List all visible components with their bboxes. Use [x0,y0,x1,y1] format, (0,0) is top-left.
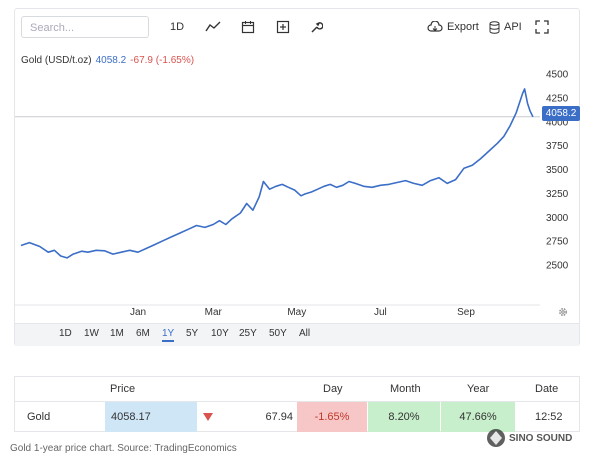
search-input[interactable] [28,18,142,38]
y-tick-label: 3000 [546,213,569,224]
range-button-6m[interactable]: 6M [136,328,150,339]
range-button-1w[interactable]: 1W [84,328,99,339]
row-name: Gold [27,411,51,423]
y-tick-label: 3750 [546,141,569,152]
row-month-pct: 8.20% [368,402,440,432]
chart-toolbar: 1D Export API [15,9,579,45]
api-button[interactable]: API [489,18,522,36]
symbol-label: Gold (USD/t.oz) [21,55,92,66]
y-tick-label: 2500 [546,261,569,272]
row-year-pct: 47.66% [441,402,515,432]
y-tick-label: 3500 [546,165,569,176]
quote-line: Gold (USD/t.oz) 4058.2 -67.9 (-1.65%) [21,55,194,66]
quote-table-header: Price Day Month Year Date [15,377,579,402]
down-arrow-icon [203,402,213,432]
y-tick-label: 3250 [546,189,569,200]
export-button[interactable]: Export [427,18,479,36]
y-tick-label: 4500 [546,70,569,81]
y-tick-label: 4000 [546,117,569,128]
export-label: Export [447,21,479,33]
period-button[interactable]: 1D [170,18,184,36]
range-button-1m[interactable]: 1M [110,328,124,339]
y-tick-label: 2750 [546,237,569,248]
x-tick-label: Mar [205,307,223,318]
table-row[interactable]: Gold 4058.17 67.94 -1.65% 8.20% 47.66% 1… [15,402,579,432]
expand-icon[interactable] [535,18,549,36]
figure-caption: Gold 1-year price chart. Source: Trading… [10,443,237,454]
range-button-5y[interactable]: 5Y [186,328,199,339]
period-label: 1D [170,21,185,33]
quote-table: Price Day Month Year Date Gold 4058.17 6… [14,376,580,432]
last-price-tag: 4058.2 [542,106,580,121]
database-icon [489,20,500,34]
quote-change: -67.9 (-1.65%) [130,55,195,66]
range-button-25y[interactable]: 25Y [239,328,257,339]
price-chart: 2500 2750 3000 3250 3500 3750 4000 4250 4500 Jan M… [15,70,569,318]
header-year: Year [467,383,490,395]
x-tick-label: Sep [457,307,475,318]
range-button-all[interactable]: All [299,328,311,339]
range-selector: 1D 1W 1M 6M 1Y 5Y 10Y 25Y 50Y All [15,323,579,346]
watermark-text: SINO SOUND [509,433,572,444]
search-box[interactable] [21,16,149,38]
settings-gear-icon[interactable] [557,305,569,317]
row-day-pct: -1.65% [297,402,367,432]
sino-sound-logo: SINO SOUND [484,426,590,450]
y-tick-label: 4250 [546,93,569,104]
cloud-download-icon [427,21,443,32]
plus-square-icon[interactable] [276,18,290,36]
row-price: 4058.17 [105,402,197,432]
chart-panel: 1D Export API Gold (USD/t.oz)4058.2-67.9… [14,8,580,346]
header-date: Date [535,383,559,395]
range-button-1y[interactable]: 1Y [162,328,175,342]
calendar-icon[interactable] [241,18,255,36]
range-button-1d[interactable]: 1D [59,328,72,339]
header-month: Month [390,383,421,395]
row-change: 67.94 [265,411,293,423]
quote-price: 4058.2 [95,55,127,66]
x-tick-label: May [287,307,306,318]
line-chart-icon[interactable] [205,18,221,36]
header-price: Price [110,383,136,395]
header-day: Day [323,383,343,395]
row-date: 12:52 [535,411,563,423]
range-button-10y[interactable]: 10Y [211,328,229,339]
x-tick-label: Jul [374,307,387,318]
api-label: API [504,21,522,33]
wrench-icon[interactable] [309,18,323,36]
x-tick-label: Jan [130,307,146,318]
price-series-line [20,88,534,259]
range-button-50y[interactable]: 50Y [269,328,287,339]
